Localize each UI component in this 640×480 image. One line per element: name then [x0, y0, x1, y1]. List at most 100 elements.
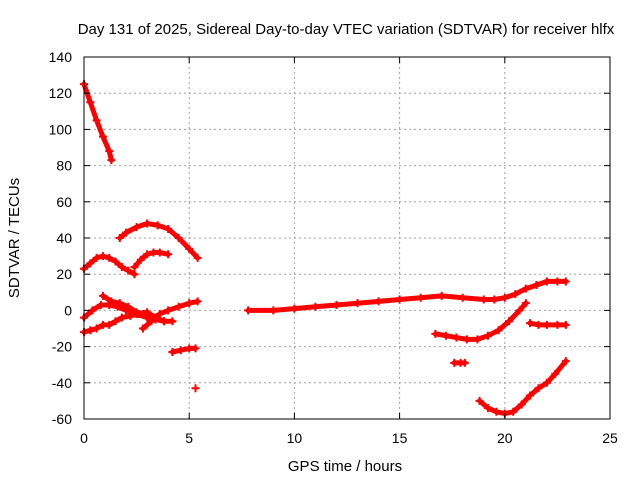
- series-arc-11: [244, 277, 570, 315]
- data-point: [332, 300, 341, 309]
- data-point: [117, 313, 126, 322]
- data-point: [98, 252, 107, 261]
- x-axis-label: GPS time / hours: [288, 458, 402, 475]
- y-tick-label: -40: [52, 375, 72, 391]
- data-point: [96, 300, 105, 309]
- data-point: [159, 317, 168, 326]
- data-point: [534, 320, 543, 329]
- data-point: [532, 281, 541, 290]
- series-arc-9: [168, 344, 200, 357]
- data-point: [105, 253, 114, 262]
- data-point: [132, 308, 141, 317]
- series-arc-15: [475, 357, 570, 418]
- data-point: [395, 295, 404, 304]
- data-point: [164, 306, 173, 315]
- data-point: [473, 335, 482, 344]
- data-point: [124, 302, 133, 311]
- data-point: [416, 293, 425, 302]
- series-arc-2: [80, 252, 139, 279]
- data-point: [105, 147, 114, 156]
- data-point: [500, 293, 509, 302]
- data-point: [107, 156, 116, 165]
- data-point: [505, 317, 514, 326]
- data-point: [561, 320, 570, 329]
- data-point: [107, 297, 116, 306]
- data-point: [155, 310, 164, 319]
- series-arc-7: [98, 291, 147, 319]
- data-point: [164, 250, 173, 259]
- series-arc-12: [431, 299, 530, 344]
- data-point: [143, 250, 152, 259]
- data-point: [115, 234, 124, 242]
- data-point: [191, 384, 200, 393]
- y-tick-label: 140: [49, 49, 73, 65]
- y-tick-label: 80: [56, 158, 72, 174]
- data-point: [494, 326, 503, 335]
- data-point: [311, 302, 320, 311]
- x-tick-label: 15: [392, 430, 408, 446]
- data-point: [174, 234, 183, 242]
- axis-ticks: 0 5 10 15 20 25 -60 -40 -20 0 20 40 60 80 100 120 140: [49, 49, 618, 446]
- data-point: [185, 244, 194, 253]
- data-point: [462, 335, 471, 344]
- data-point: [193, 253, 202, 262]
- data-point: [98, 291, 107, 300]
- data-point: [147, 317, 156, 326]
- data-point: [92, 116, 101, 125]
- x-tick-label: 10: [287, 430, 303, 446]
- data-point: [155, 248, 164, 257]
- data-point: [526, 391, 535, 400]
- y-tick-label: 0: [64, 302, 72, 318]
- data-point: [452, 333, 461, 342]
- series-arc-13: [450, 358, 469, 367]
- y-tick-label: 120: [49, 85, 73, 101]
- data-point: [458, 293, 467, 302]
- x-tick-label: 20: [497, 430, 513, 446]
- data-point: [136, 255, 145, 264]
- data-point: [509, 407, 518, 416]
- data-point: [290, 304, 299, 313]
- data-point: [441, 331, 450, 340]
- data-point: [98, 132, 107, 141]
- data-point: [138, 310, 147, 319]
- grid-lines: [84, 57, 610, 419]
- y-tick-label: 60: [56, 194, 72, 210]
- data-point: [164, 224, 173, 233]
- data-point: [483, 404, 492, 413]
- data-point: [143, 219, 152, 228]
- data-point: [374, 297, 383, 306]
- data-point: [437, 291, 446, 300]
- data-point: [86, 98, 95, 107]
- data-point: [542, 378, 551, 387]
- data-point: [521, 284, 530, 293]
- data-point: [479, 295, 488, 304]
- data-point: [526, 319, 535, 328]
- data-point: [168, 317, 177, 326]
- data-point: [138, 324, 147, 333]
- data-point: [111, 257, 120, 266]
- x-tick-label: 0: [80, 430, 88, 446]
- data-point: [124, 266, 133, 275]
- data-point: [122, 228, 131, 237]
- data-point: [269, 306, 278, 315]
- data-point: [92, 253, 101, 262]
- data-point: [86, 259, 95, 268]
- series-arc-8: [138, 297, 202, 333]
- data-point: [193, 297, 202, 306]
- y-tick-label: 20: [56, 266, 72, 282]
- series-arc-3: [115, 219, 202, 262]
- data-point: [553, 320, 562, 329]
- y-axis-label: SDTVAR / TECUs: [6, 178, 23, 298]
- data-point: [353, 299, 362, 308]
- series-line: [245, 278, 569, 313]
- series-arc-1: [80, 80, 116, 165]
- series-line: [477, 358, 569, 417]
- data-point: [521, 299, 530, 308]
- data-point: [542, 320, 551, 329]
- data-point: [475, 396, 484, 405]
- data-point: [515, 306, 524, 315]
- series-arc-4: [130, 248, 173, 271]
- x-tick-label: 5: [185, 430, 193, 446]
- data-point: [117, 262, 126, 271]
